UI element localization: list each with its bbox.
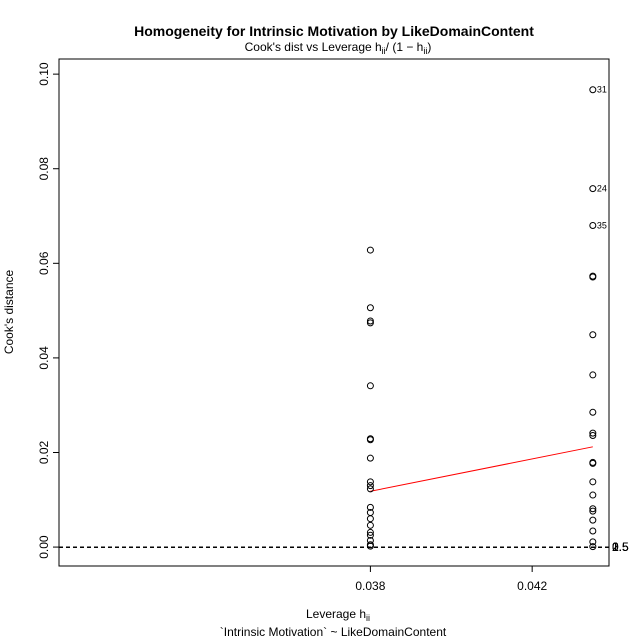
data-point [366,382,374,390]
data-point [589,478,597,486]
data-point [366,521,374,529]
y-tick-label: 0.10 [37,62,51,86]
data-points: 31 24 35 [366,85,607,551]
data-point [366,515,374,523]
model-caption: `Intrinsic Motivation` ~ LikeDomainConte… [220,625,447,639]
data-point [589,221,597,229]
contour-label-1: 1 [612,540,619,554]
y-tick-label: 0.06 [37,251,51,275]
contour-label-2.5: 2.5 [612,540,629,554]
data-point [589,538,597,546]
point-label-31: 31 [597,85,607,95]
y-tick-label: 0.04 [37,346,51,370]
data-point [589,491,597,499]
data-point [589,505,597,513]
plot-frame [58,58,610,567]
data-point [366,503,374,511]
data-point [366,482,374,490]
x-tick-label: 0.038 [355,579,385,593]
data-point [366,436,374,444]
data-point [589,516,597,524]
x-axis-label: Leverage hii [306,607,370,623]
data-point [589,527,597,535]
data-point [366,542,374,550]
data-point [366,454,374,462]
data-point [366,528,374,536]
data-point [366,531,374,539]
cook-distance-contours: 00.511.522.5 [58,540,629,554]
chart-title: Homogeneity for Intrinsic Motivation by … [134,23,534,39]
y-tick-label: 0.02 [37,440,51,464]
x-axis: 0.038 0.042 [355,565,548,593]
data-point [589,507,597,515]
x-tick-label: 0.042 [517,579,547,593]
data-point [589,408,597,416]
contour-label-0: 0 [612,540,619,554]
data-point [589,459,597,467]
y-axis-label: Cook's distance [2,270,16,355]
data-point [589,185,597,193]
chart-subtitle: Cook's dist vs Leverage hii/ (1 − hii) [245,40,432,56]
data-point [589,86,597,94]
data-point [366,317,374,325]
y-axis: 0.00 0.02 0.04 0.06 0.08 0.10 [37,62,60,559]
contour-label-0.5: 0.5 [612,540,629,554]
contour-label-2: 2 [612,540,619,554]
data-point [589,431,597,439]
data-point [589,429,597,437]
point-label-24: 24 [597,184,607,194]
y-tick-label: 0.08 [37,157,51,181]
smoother-line [370,446,593,492]
data-point [366,304,374,312]
contour-label-1.5: 1.5 [612,540,629,554]
data-point [589,331,597,339]
data-point [589,371,597,379]
data-point [366,319,374,327]
data-point [589,273,597,281]
data-point [366,246,374,254]
data-point [366,485,374,493]
data-point [589,543,597,551]
point-label-35: 35 [597,220,607,230]
smoother-group [370,446,593,492]
y-tick-label: 0.00 [37,535,51,559]
data-point [366,478,374,486]
